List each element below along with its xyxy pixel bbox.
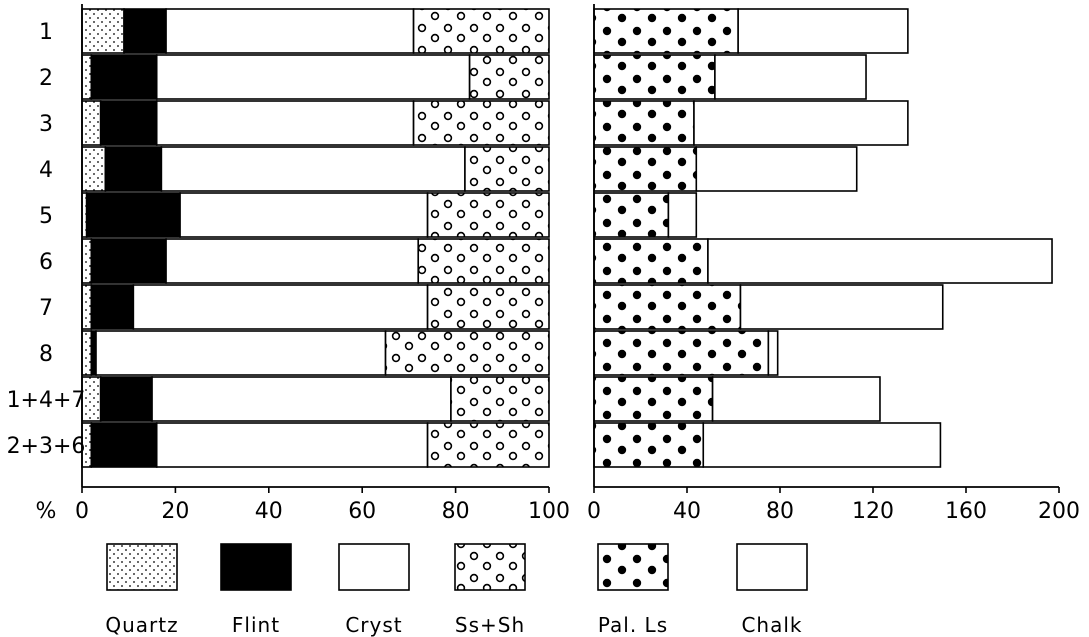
x-tick-label-right: 200 <box>1038 499 1080 524</box>
bar-left-ss-sh-4 <box>464 146 550 192</box>
x-tick-label-right: 160 <box>945 499 987 524</box>
bar-right-chalk-5 <box>667 192 698 238</box>
category-label-5: 5 <box>39 204 53 229</box>
bar-right-chalk-1-4-7 <box>711 376 881 422</box>
category-label-8: 8 <box>39 342 53 367</box>
bar-left-cryst-7 <box>132 284 429 330</box>
category-label-2-3-6: 2+3+6 <box>7 434 86 459</box>
bar-left-quartz-8 <box>81 330 93 376</box>
x-tick-label-right: 80 <box>766 499 794 524</box>
bar-right-chalk-7 <box>739 284 944 330</box>
bar-left-ss-sh-6 <box>417 238 550 284</box>
category-label-6: 6 <box>39 250 53 275</box>
bar-right-chalk-4 <box>695 146 858 192</box>
bar-left-ss-sh-1-4-7 <box>450 376 550 422</box>
bar-left-flint-2-3-6 <box>90 422 158 468</box>
category-label-1-4-7: 1+4+7 <box>7 388 86 413</box>
x-tick-label-right: 120 <box>852 499 894 524</box>
legend-label-pal-ls: Pal. Ls <box>598 613 668 637</box>
bar-right-chalk-2-3-6 <box>702 422 942 468</box>
category-label-2: 2 <box>39 66 53 91</box>
legend-label-quartz: Quartz <box>105 613 178 637</box>
axis-unit-label: % <box>36 499 57 524</box>
bar-left-cryst-2-3-6 <box>155 422 429 468</box>
bar-left-cryst-1-4-7 <box>151 376 452 422</box>
category-labels: 1 2 3 4 5 6 7 8 1+4+7 2+3+6% <box>7 20 86 524</box>
bar-right-pal-ls-7 <box>593 284 742 330</box>
x-tick-label-left: 20 <box>161 499 189 524</box>
x-tick-label-left: 0 <box>75 499 89 524</box>
bar-left-ss-sh-7 <box>426 284 550 330</box>
legend-swatch-pal-ls <box>597 543 669 591</box>
bar-left-cryst-5 <box>179 192 429 238</box>
bar-right-pal-ls-8 <box>593 330 770 376</box>
bar-right-pal-ls-1-4-7 <box>593 376 714 422</box>
legend-label-flint: Flint <box>232 613 280 637</box>
x-tick-label-left: 80 <box>442 499 470 524</box>
bar-left-cryst-4 <box>160 146 466 192</box>
x-tick-label-left: 100 <box>528 499 570 524</box>
bar-right-pal-ls-3 <box>593 100 695 146</box>
x-tick-label-right: 0 <box>587 499 601 524</box>
category-label-7: 7 <box>39 296 53 321</box>
x-tick-label-left: 60 <box>348 499 376 524</box>
bar-right-chalk-3 <box>693 100 909 146</box>
bar-left-flint-5 <box>85 192 181 238</box>
bar-left-flint-2 <box>90 54 158 100</box>
bar-left-ss-sh-8 <box>384 330 550 376</box>
legend: Quartz Flint Cryst Ss+Sh Pal. Ls Chalk <box>105 543 808 637</box>
bar-right-pal-ls-1 <box>593 8 739 54</box>
bar-left-ss-sh-1 <box>412 8 550 54</box>
legend-label-chalk: Chalk <box>741 613 802 637</box>
bar-left-cryst-6 <box>165 238 420 284</box>
right-panel: 0 40 80 120 160 200 <box>587 4 1080 524</box>
bar-left-quartz-4 <box>81 146 107 192</box>
bar-left-quartz-6 <box>81 238 93 284</box>
bar-left-ss-sh-5 <box>426 192 550 238</box>
category-label-1: 1 <box>39 20 53 45</box>
bar-left-quartz-1 <box>81 8 125 54</box>
legend-label-cryst: Cryst <box>345 613 402 637</box>
bar-left-ss-sh-3 <box>412 100 550 146</box>
bar-right-chalk-8 <box>767 330 779 376</box>
bar-right-chalk-6 <box>707 238 1053 284</box>
x-tick-label-right: 40 <box>673 499 701 524</box>
bar-left-flint-1 <box>123 8 167 54</box>
bar-left-flint-1-4-7 <box>99 376 153 422</box>
bar-left-quartz-2 <box>81 54 93 100</box>
bar-left-flint-3 <box>99 100 158 146</box>
bar-left-flint-7 <box>90 284 135 330</box>
bar-left-cryst-1 <box>165 8 415 54</box>
legend-label-ss-sh: Ss+Sh <box>455 613 525 637</box>
bar-left-quartz-7 <box>81 284 93 330</box>
bar-left-ss-sh-2-3-6 <box>426 422 550 468</box>
bar-left-cryst-8 <box>95 330 387 376</box>
x-tick-label-left: 40 <box>255 499 283 524</box>
left-panel: 0 20 40 60 80 100 <box>75 4 570 524</box>
legend-swatch-quartz <box>106 543 178 591</box>
bar-left-flint-4 <box>104 146 163 192</box>
bar-left-quartz-3 <box>81 100 102 146</box>
bar-left-cryst-2 <box>155 54 471 100</box>
bar-left-ss-sh-2 <box>468 54 550 100</box>
category-label-4: 4 <box>39 158 53 183</box>
bar-left-flint-6 <box>90 238 167 284</box>
bar-right-chalk-1 <box>737 8 909 54</box>
category-label-3: 3 <box>39 112 53 137</box>
legend-swatch-ss-sh <box>454 543 526 591</box>
bar-right-pal-ls-5 <box>593 192 670 238</box>
bar-right-pal-ls-2-3-6 <box>593 422 705 468</box>
bar-right-chalk-2 <box>714 54 867 100</box>
legend-swatch-chalk <box>736 543 808 591</box>
bar-right-pal-ls-6 <box>593 238 709 284</box>
bar-right-pal-ls-2 <box>593 54 716 100</box>
legend-swatch-cryst <box>338 543 410 591</box>
legend-swatch-flint <box>220 543 292 591</box>
bar-left-cryst-3 <box>155 100 415 146</box>
bar-right-pal-ls-4 <box>593 146 698 192</box>
